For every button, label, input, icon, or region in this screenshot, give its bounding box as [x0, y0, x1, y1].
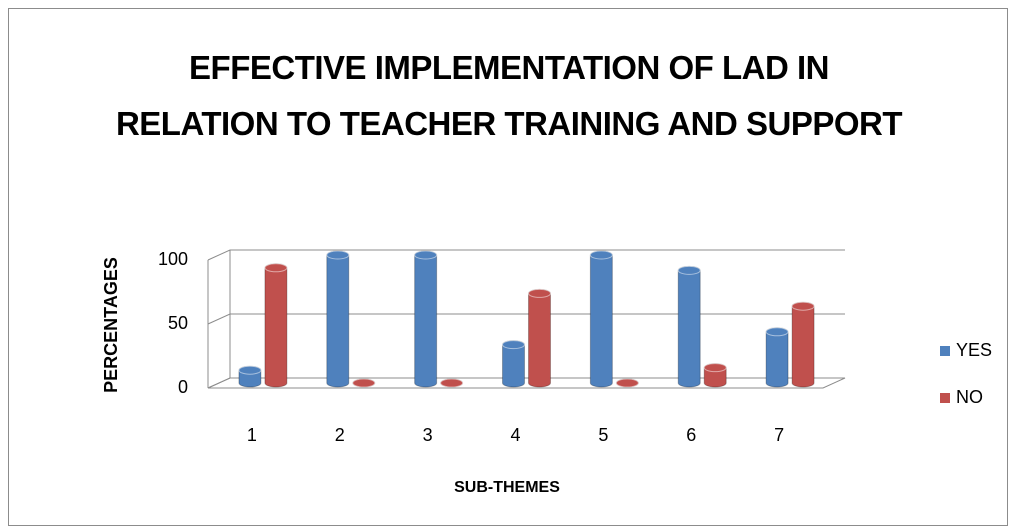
y-axis-label: PERCENTAGES — [101, 257, 121, 393]
bar-top — [264, 263, 288, 273]
bar-top — [326, 250, 350, 260]
bar — [414, 250, 438, 388]
legend-label: YES — [956, 340, 992, 360]
legend-label: NO — [956, 387, 983, 407]
bar-top — [502, 340, 525, 350]
floor — [207, 377, 846, 389]
grid-line — [207, 377, 845, 389]
x-axis-label: SUB-THEMES — [454, 479, 560, 496]
bar — [791, 301, 815, 388]
bar-top — [238, 365, 262, 375]
x-tick-label: 1 — [247, 425, 257, 445]
grid-line — [207, 249, 845, 261]
bar — [326, 250, 350, 388]
bar-top — [352, 378, 376, 388]
bar-top — [615, 378, 639, 388]
bar — [589, 250, 613, 388]
y-tick-label: 0 — [178, 377, 188, 397]
bar-top — [528, 288, 551, 298]
legend-swatch — [940, 393, 950, 403]
bar-top — [703, 363, 727, 373]
chart-frame — [8, 8, 1008, 526]
x-tick-label: 7 — [774, 425, 784, 445]
x-tick-label: 4 — [510, 425, 520, 445]
grid-line — [207, 313, 845, 325]
x-tick-label: 2 — [335, 425, 345, 445]
legend-swatch — [940, 346, 950, 356]
y-tick-label: 100 — [158, 249, 188, 269]
bar-top — [677, 265, 701, 275]
chart-title: EFFECTIVE IMPLEMENTATION OF LAD IN RELAT… — [115, 49, 903, 142]
bar-top — [414, 250, 438, 260]
bar — [264, 263, 288, 388]
y-tick-label: 50 — [168, 313, 188, 333]
x-tick-label: 6 — [686, 425, 696, 445]
x-tick-label: 3 — [423, 425, 433, 445]
bar — [765, 327, 789, 388]
x-tick-label: 5 — [598, 425, 608, 445]
bar — [528, 288, 551, 388]
bar-top — [765, 327, 789, 337]
bar-top — [791, 301, 815, 311]
bar-top — [589, 250, 613, 260]
bar-top — [440, 378, 464, 388]
bar — [677, 265, 701, 388]
